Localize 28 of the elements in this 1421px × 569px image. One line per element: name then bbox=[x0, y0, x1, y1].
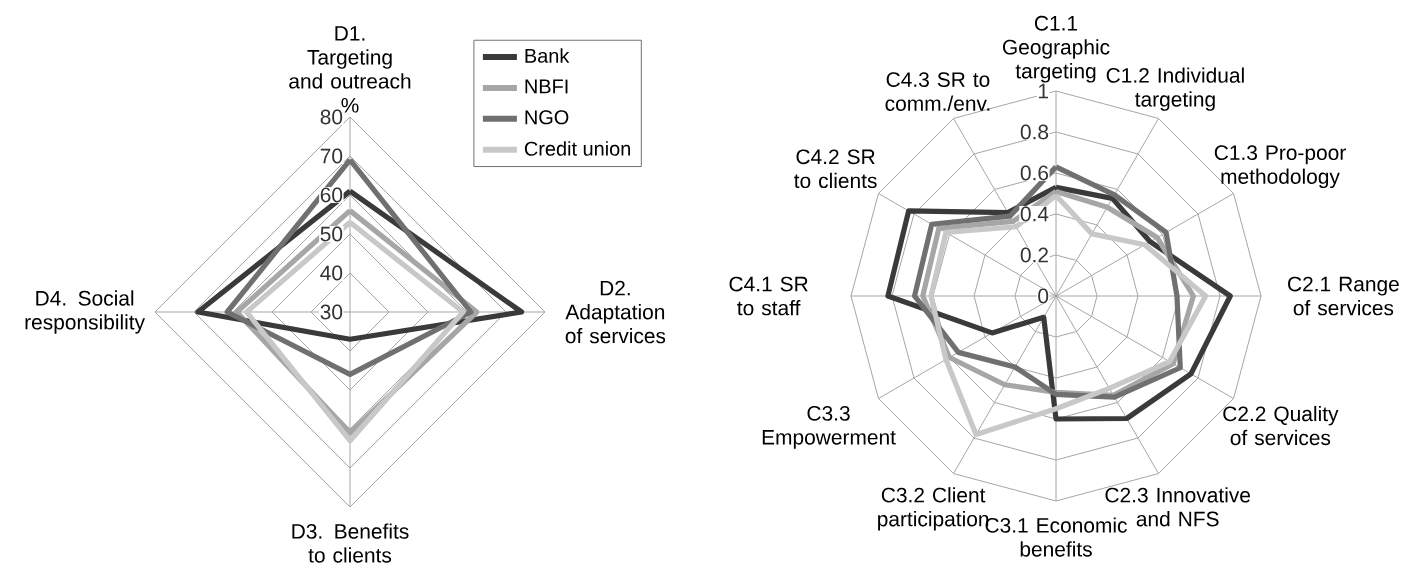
y-tick-label: 40 bbox=[320, 265, 343, 281]
y-tick-label: 60 bbox=[320, 187, 343, 203]
spoke-label: C4.3 SR to comm./env. bbox=[885, 72, 990, 111]
y-tick-label: 0 bbox=[1038, 288, 1049, 304]
spoke-label: C2.1 Range of services bbox=[1288, 276, 1399, 316]
y-tick-label: 50 bbox=[320, 226, 343, 242]
y-tick-label: 0.6 bbox=[1020, 165, 1049, 181]
legend-label: NBFI bbox=[525, 79, 568, 94]
y-tick-label: 80 bbox=[320, 109, 343, 125]
spoke-label: D4. Social responsibility bbox=[25, 290, 145, 334]
legend-label: NGO bbox=[525, 110, 569, 125]
y-tick-label: 0.4 bbox=[1020, 206, 1049, 222]
spoke-label: C1.3 Pro-poor methodology bbox=[1214, 145, 1346, 189]
y-tick-label: 0.2 bbox=[1020, 247, 1048, 263]
y-tick-label: 0.8 bbox=[1020, 124, 1049, 140]
y-tick-label: 1 bbox=[1038, 83, 1048, 99]
legend-label: Bank bbox=[525, 48, 570, 63]
spoke-label: D1. Targeting and outreach bbox=[289, 26, 411, 89]
spoke-label: D3. Benefits to clients bbox=[292, 523, 409, 563]
spoke-label: C2.2 Quality of services bbox=[1223, 405, 1339, 446]
spoke-label: C4.2 SR to clients bbox=[794, 149, 877, 189]
spoke-label: D2. Adaptation of services bbox=[565, 280, 666, 344]
legend-label: Credit union bbox=[524, 141, 630, 156]
spoke-label: C3.3 Empowerment bbox=[762, 405, 896, 449]
y-tick-label: 30 bbox=[320, 304, 343, 320]
text: % bbox=[341, 97, 359, 113]
spoke-label: C4.1 SR to staff bbox=[729, 276, 808, 316]
y-tick-label: 70 bbox=[320, 148, 343, 164]
